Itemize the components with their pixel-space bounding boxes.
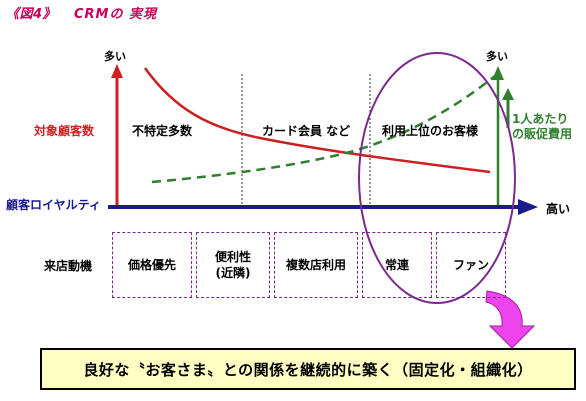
region-label-unspecified: 不特定多数 <box>132 124 193 138</box>
motive-box-text: 価格優先 <box>127 258 176 272</box>
conclusion-arrow <box>485 290 536 349</box>
loyalty-axis-label: 顧客ロイヤルティ <box>6 198 101 212</box>
conclusion-box: 良好な〝お客さま〟との関係を継続的に築く（固定化・組織化） <box>40 348 576 390</box>
promotion-cost-curve <box>151 75 496 184</box>
cost-arrow-head <box>502 88 514 100</box>
visit-motive-label: 来店動機 <box>44 259 93 273</box>
motive-box-multistore: 複数店利用 <box>274 232 358 298</box>
motive-box-text: ファン <box>452 258 489 272</box>
motive-box-text: 便利性 <box>214 250 251 264</box>
motive-box-convenience: 便利性 (近隣) <box>196 232 270 298</box>
x-axis-end-label: 高い <box>546 202 571 216</box>
x-axis-arrowhead <box>518 199 538 215</box>
motive-box-fan: ファン <box>436 232 506 298</box>
y-axis-left-top-label: 多い <box>104 50 126 63</box>
highlight-ellipse <box>358 52 516 304</box>
promotion-cost-label: 1人あたり の販促費用 <box>512 112 572 142</box>
motive-box-regular: 常連 <box>362 232 432 298</box>
region-label-card-members: カード会員 など <box>262 124 351 138</box>
figure-label: 《図4》 <box>6 7 57 22</box>
region-label-top-customers: 利用上位のお客様 <box>382 124 479 138</box>
page-title: CRMの 実現 <box>74 7 158 22</box>
target-customers-label: 対象顧客数 <box>34 124 95 138</box>
motive-box-text: 複数店利用 <box>285 258 346 272</box>
customer-count-curve <box>143 67 491 174</box>
motive-box-text: 常連 <box>384 258 409 272</box>
promotion-cost-label-line1: 1人あたり <box>512 112 569 126</box>
motive-box-price: 価格優先 <box>112 232 192 298</box>
y-axis-right-top-label: 多い <box>486 50 508 63</box>
y-axis-left-arrowhead <box>111 64 123 78</box>
promotion-cost-label-line2: の販促費用 <box>512 127 573 141</box>
motive-box-subtext: (近隣) <box>215 266 251 280</box>
